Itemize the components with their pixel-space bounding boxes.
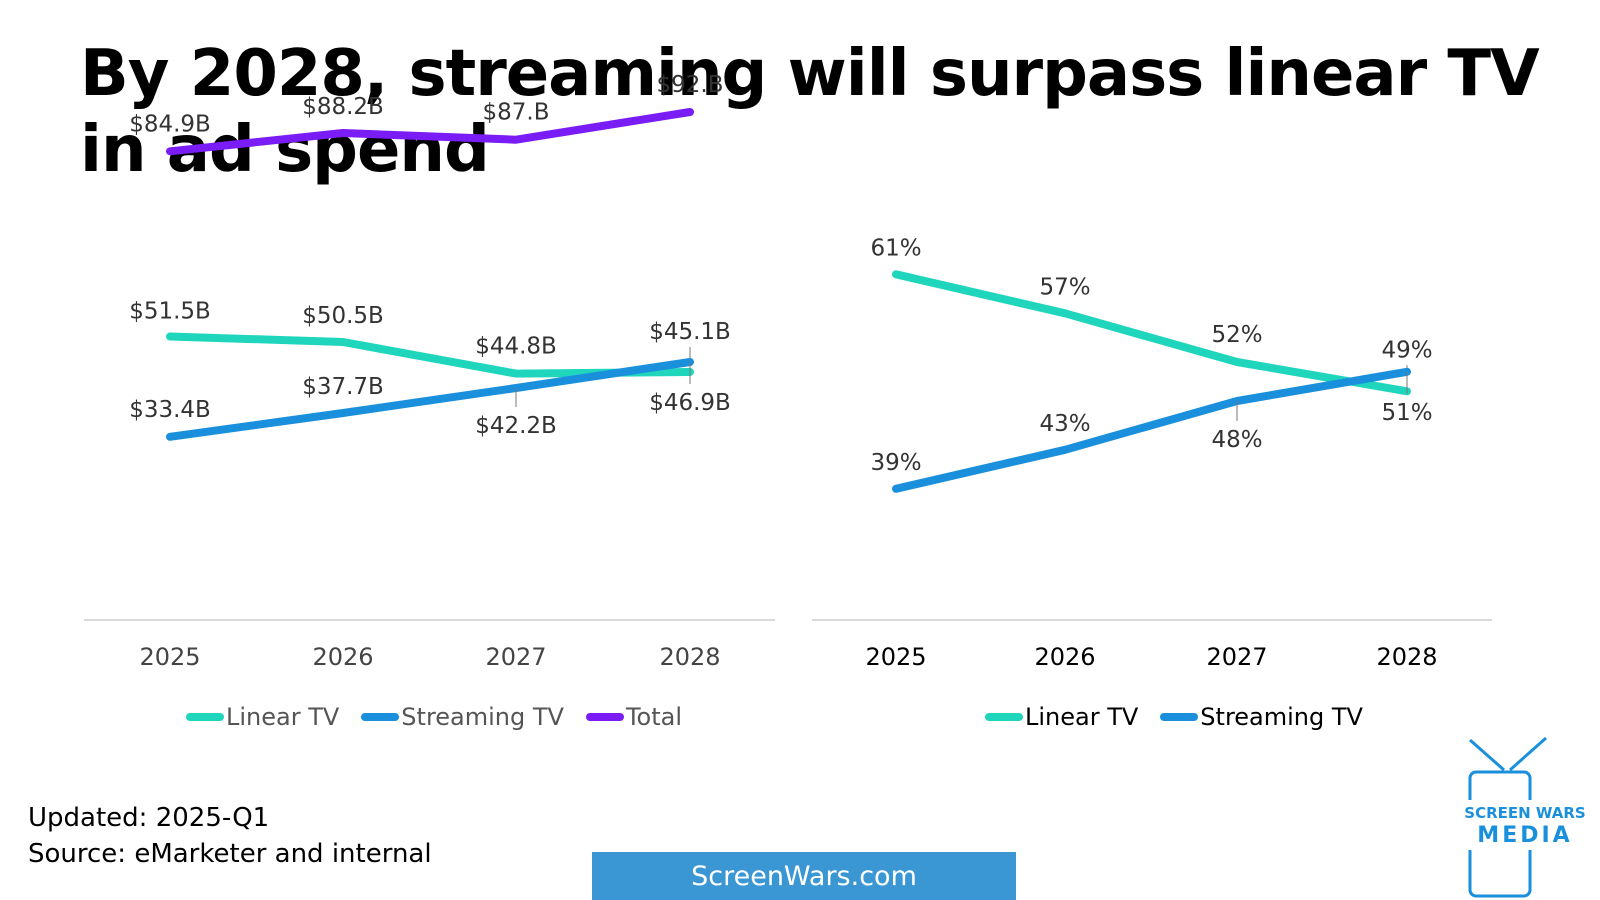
data-label-streaming: 43%	[1039, 411, 1090, 437]
series-line-total	[166, 108, 694, 156]
legend-swatch-streaming	[361, 713, 400, 721]
data-label-streaming: 51%	[1381, 400, 1432, 426]
series-line-linear	[892, 270, 1411, 396]
legend-swatch-linear	[186, 713, 224, 721]
x-tick-label: 2028	[1376, 643, 1437, 671]
updated-note: Updated: 2025-Q1	[28, 803, 270, 833]
data-label-total: $92.B	[657, 72, 724, 98]
data-point-linear	[169, 335, 171, 337]
data-point-linear	[895, 273, 897, 275]
site-link-button[interactable]: ScreenWars.com	[592, 852, 1016, 900]
legend-item-streaming: Streaming TV	[361, 703, 564, 731]
legend-label-linear: Linear TV	[226, 703, 340, 731]
data-point-linear	[515, 373, 517, 375]
legend-item-total: Total	[585, 703, 683, 731]
data-point-total	[689, 111, 691, 113]
left-chart-ad-spend: 2025 2026 2027 2028 $51.5B $50.5B $44.8B $45.1B…	[84, 72, 775, 671]
data-label-linear: $50.5B	[302, 303, 384, 329]
series-line-streaming	[166, 358, 694, 441]
x-tick-label: 2028	[659, 643, 720, 671]
footer-notes: Updated: 2025-Q1 Source: eMarketer and i…	[28, 800, 432, 872]
x-tick-label: 2027	[1206, 643, 1267, 671]
data-point-streaming	[342, 412, 344, 414]
legend-item-linear: Linear TV	[186, 703, 339, 731]
legend-swatch-linear	[985, 713, 1023, 721]
logo-text-line1: SCREEN WARS	[1464, 804, 1585, 822]
x-tick-label: 2026	[1034, 643, 1095, 671]
left-legend: Linear TV Streaming TV Total	[186, 702, 704, 732]
data-point-total	[515, 139, 517, 141]
data-label-streaming: 48%	[1211, 427, 1262, 453]
legend-item-linear: Linear TV	[985, 703, 1138, 731]
data-label-total: $84.9B	[129, 111, 211, 137]
x-tick-label: 2026	[312, 643, 373, 671]
data-point-streaming	[895, 488, 897, 490]
data-label-streaming: $46.9B	[649, 390, 731, 416]
source-note: Source: eMarketer and internal	[28, 839, 432, 869]
screen-wars-media-logo: SCREEN WARS MEDIA	[1462, 736, 1588, 898]
series-line-streaming	[892, 367, 1411, 493]
legend-item-streaming: Streaming TV	[1160, 703, 1363, 731]
data-point-streaming	[1064, 449, 1066, 451]
right-chart-share: 2025 2026 2027 2028 61% 57% 52% 49% 39% 43% 48% 51%	[812, 235, 1492, 671]
data-label-total: $88.2B	[302, 94, 384, 120]
data-label-streaming: 39%	[870, 450, 921, 476]
data-label-linear: 57%	[1039, 274, 1090, 300]
data-point-linear	[342, 341, 344, 343]
data-point-streaming	[169, 436, 171, 438]
chart-title: By 2028, streaming will surpass linear T…	[80, 37, 1540, 187]
x-tick-label: 2025	[139, 643, 200, 671]
data-label-linear: $45.1B	[649, 319, 731, 345]
data-label-streaming: $42.2B	[475, 413, 557, 439]
data-label-linear: $51.5B	[129, 298, 211, 324]
data-label-streaming: $33.4B	[129, 397, 211, 423]
data-label-linear: 49%	[1381, 337, 1432, 363]
legend-label-streaming: Streaming TV	[401, 703, 564, 731]
legend-swatch-total	[585, 713, 624, 721]
logo-text-line2: MEDIA	[1477, 823, 1572, 848]
data-label-streaming: $37.7B	[302, 374, 384, 400]
data-point-linear	[1064, 312, 1066, 314]
logo-antenna-left	[1469, 738, 1505, 772]
legend-label-total: Total	[625, 703, 683, 731]
data-label-linear: $44.8B	[475, 334, 557, 360]
logo-antenna-right	[1509, 736, 1547, 772]
x-tick-label: 2025	[865, 643, 926, 671]
x-tick-label: 2027	[485, 643, 546, 671]
legend-label-streaming: Streaming TV	[1200, 703, 1363, 731]
data-label-linear: 52%	[1211, 322, 1262, 348]
data-label-linear: 61%	[870, 235, 921, 261]
data-point-total	[169, 150, 171, 152]
legend-swatch-streaming	[1160, 713, 1199, 721]
data-point-total	[342, 132, 344, 134]
data-point-linear	[1236, 361, 1238, 363]
data-label-total: $87.B	[483, 100, 550, 126]
logo-text-backdrop	[1462, 800, 1588, 850]
legend-label-linear: Linear TV	[1025, 703, 1139, 731]
right-legend: Linear TV Streaming TV	[985, 702, 1385, 732]
